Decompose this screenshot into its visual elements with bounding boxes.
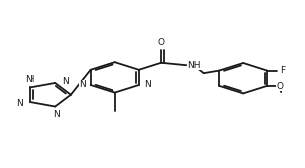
Text: F: F xyxy=(281,66,286,75)
Text: N: N xyxy=(79,80,86,90)
Text: N: N xyxy=(16,99,23,108)
Text: H: H xyxy=(27,75,33,84)
Text: N: N xyxy=(62,77,69,86)
Text: O: O xyxy=(277,82,284,91)
Text: N: N xyxy=(144,80,150,90)
Text: NH: NH xyxy=(188,60,201,70)
Text: O: O xyxy=(158,38,165,47)
Text: N: N xyxy=(25,75,32,84)
Text: N: N xyxy=(53,110,60,119)
